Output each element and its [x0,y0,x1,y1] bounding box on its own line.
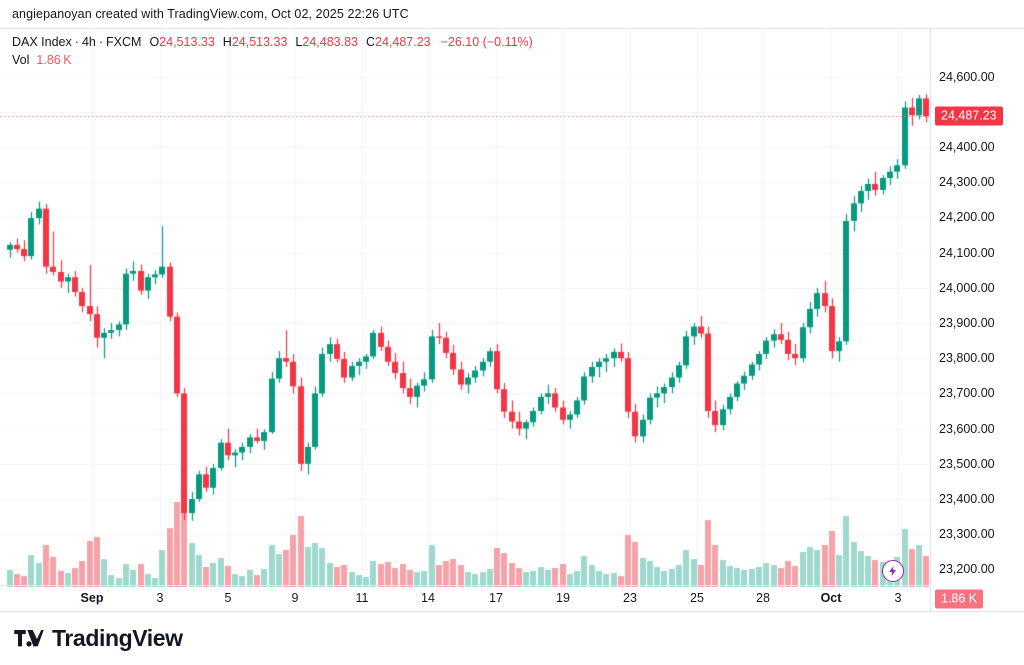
tradingview-logo[interactable]: TradingView [14,625,183,652]
attribution-bar: angiepanoyan created with TradingView.co… [0,0,1024,28]
footer-bar: TradingView [0,612,1024,665]
chart-area[interactable]: DAX Index · 4h · FXCM O 24,513.33 H 24,5… [0,28,1024,613]
lightning-bolt-icon[interactable] [882,560,904,582]
tradingview-logo-icon [14,629,44,647]
candlestick-chart-canvas[interactable] [0,29,1024,613]
tradingview-wordmark: TradingView [52,625,183,651]
attribution-text: angiepanoyan created with TradingView.co… [12,7,409,21]
